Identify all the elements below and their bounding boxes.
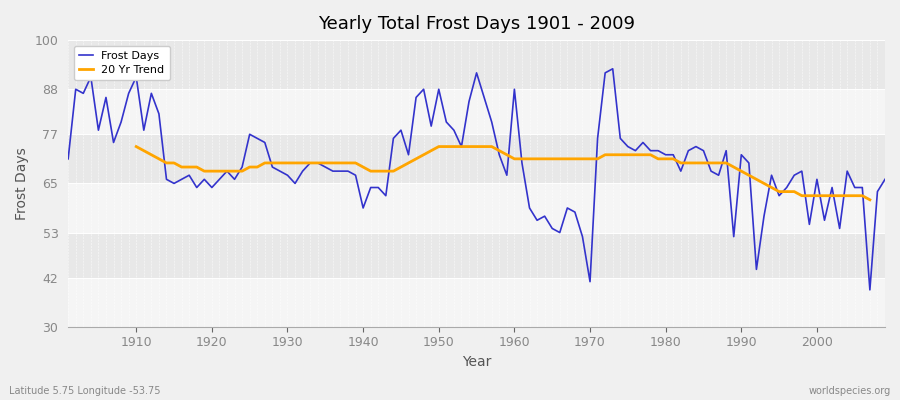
20 Yr Trend — [690, 160, 701, 165]
Frost Days — [608, 66, 618, 71]
20 Yr Trend — [539, 156, 550, 161]
Frost Days — [879, 177, 890, 182]
Text: worldspecies.org: worldspecies.org — [809, 386, 891, 396]
Bar — [68, 184, 885, 232]
Bar — [68, 40, 885, 89]
Frost Days — [335, 169, 346, 174]
20 Yr Trend — [479, 144, 490, 149]
20 Yr Trend — [176, 165, 187, 170]
Frost Days — [501, 173, 512, 178]
Y-axis label: Frost Days: Frost Days — [15, 147, 29, 220]
20 Yr Trend — [592, 156, 603, 161]
20 Yr Trend — [192, 165, 202, 170]
Line: 20 Yr Trend: 20 Yr Trend — [136, 146, 870, 200]
Bar — [68, 278, 885, 327]
Frost Days — [509, 87, 520, 92]
Frost Days — [290, 181, 301, 186]
Bar — [68, 89, 885, 134]
20 Yr Trend — [865, 197, 876, 202]
X-axis label: Year: Year — [462, 355, 491, 369]
Title: Yearly Total Frost Days 1901 - 2009: Yearly Total Frost Days 1901 - 2009 — [318, 15, 635, 33]
Bar — [68, 232, 885, 278]
Frost Days — [599, 70, 610, 75]
Text: Latitude 5.75 Longitude -53.75: Latitude 5.75 Longitude -53.75 — [9, 386, 160, 396]
Frost Days — [63, 156, 74, 161]
Frost Days — [865, 288, 876, 292]
Line: Frost Days: Frost Days — [68, 69, 885, 290]
Bar — [68, 134, 885, 184]
Frost Days — [123, 91, 134, 96]
Legend: Frost Days, 20 Yr Trend: Frost Days, 20 Yr Trend — [74, 46, 170, 80]
20 Yr Trend — [130, 144, 141, 149]
